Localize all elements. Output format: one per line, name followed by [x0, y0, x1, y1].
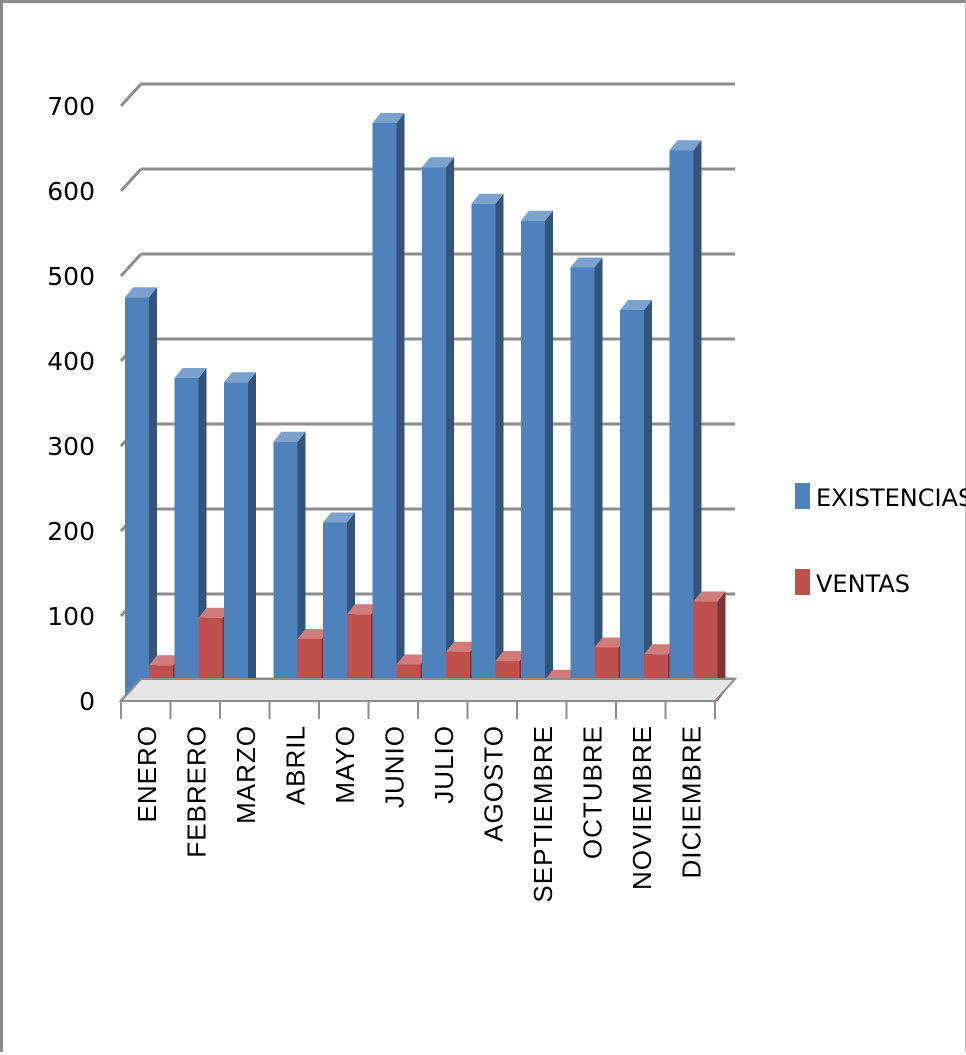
x-tick-label: MAYO [330, 725, 360, 804]
bar-front [224, 382, 248, 701]
bar-top [224, 372, 256, 383]
bar-top [644, 644, 676, 655]
bar-top [495, 651, 528, 662]
x-tick-label: MARZO [231, 725, 261, 824]
x-tick-label: DICIEMBRE [676, 725, 706, 878]
bar-top [125, 287, 157, 298]
y-tick-label: 100 [47, 602, 95, 631]
bar-existencias-diciembre [669, 140, 702, 701]
bar-front [422, 167, 446, 701]
x-tick-label: OCTUBRE [577, 725, 607, 859]
bar-front [174, 378, 199, 701]
y-tick-label: 600 [47, 177, 95, 206]
bar-side [149, 287, 157, 701]
bar-existencias-julio [422, 157, 454, 701]
bar-top [273, 431, 306, 442]
bar-front [471, 203, 496, 701]
y-tick-label: 500 [47, 262, 95, 291]
bar-top [174, 368, 207, 378]
y-tick-label: 0 [79, 687, 95, 716]
bar-side [693, 140, 702, 701]
bar-side [594, 257, 603, 701]
legend-label-ventas: VENTAS [816, 570, 910, 598]
y-tick-label: 200 [47, 517, 95, 546]
bar-side [545, 210, 553, 701]
bar-top [693, 591, 726, 602]
gridline-depth [119, 167, 143, 193]
bar-top [396, 654, 429, 665]
bar-chart: 0 100 200 300 400 500 600 700 ENERO FEBRERO MARZO… [47, 82, 966, 903]
x-tick-label: SEPTIEMBRE [528, 725, 558, 903]
legend-swatch-existencias [795, 483, 810, 509]
bar-front [372, 123, 397, 701]
bar-existencias-marzo [224, 372, 256, 701]
bar-top [347, 604, 379, 615]
x-tick-label: JUNIO [379, 725, 409, 808]
bar-top [422, 157, 454, 168]
bar-top [446, 641, 478, 652]
y-tick-label: 300 [47, 432, 95, 461]
bar-side [717, 591, 726, 701]
axes [118, 678, 738, 719]
bar-side [396, 113, 405, 701]
bar-existencias-febrero [174, 368, 207, 701]
bar-side [644, 300, 652, 701]
bar-front [273, 441, 298, 701]
bar-top [471, 193, 504, 204]
bar-side [446, 157, 454, 701]
bar-side [495, 193, 504, 701]
bar-top [297, 628, 330, 639]
bar-front [323, 522, 347, 701]
bar-existencias-septiembre [521, 210, 553, 701]
bar-top [669, 140, 702, 151]
legend: EXISTENCIAS VENTAS [795, 483, 966, 598]
bar-front [620, 310, 644, 701]
chart-floor [118, 678, 738, 702]
bar-front [570, 267, 595, 701]
bar-existencias-octubre [570, 257, 603, 701]
bar-top [323, 512, 355, 523]
bar-existencias-enero [125, 287, 157, 701]
bar-top [545, 669, 577, 680]
bar-top [198, 607, 231, 618]
x-tick-label: NOVIEMBRE [627, 725, 657, 890]
gridline-depth [119, 82, 143, 108]
bar-existencias-junio [372, 113, 405, 701]
legend-label-existencias: EXISTENCIAS [816, 484, 966, 512]
gridline-depth [119, 252, 143, 278]
x-tick-label: AGOSTO [478, 725, 508, 842]
bar-existencias-agosto [471, 193, 504, 701]
y-tick-label: 700 [47, 92, 95, 121]
bar-top [521, 210, 553, 221]
bar-front [125, 297, 149, 701]
x-tick-labels: ENERO FEBRERO MARZO ABRIL MAYO JUNIO JULIO AGOS… [132, 725, 707, 903]
bar-existencias-noviembre [620, 300, 652, 701]
bar-front [521, 220, 545, 701]
y-tick-label: 400 [47, 347, 95, 376]
bar-top [372, 113, 405, 123]
bars [125, 113, 726, 701]
bar-side [248, 372, 256, 701]
bar-top [594, 637, 627, 648]
x-tick-label: FEBRERO [181, 725, 211, 858]
x-tick-label: JULIO [429, 725, 459, 804]
y-tick-labels: 0 100 200 300 400 500 600 700 [47, 92, 95, 716]
bar-top [149, 655, 181, 666]
x-tick-label: ABRIL [280, 725, 310, 805]
legend-swatch-ventas [795, 569, 810, 595]
x-tick-label: ENERO [132, 725, 162, 822]
bar-front [669, 150, 694, 701]
bar-top [570, 257, 603, 268]
bar-top [620, 300, 652, 310]
